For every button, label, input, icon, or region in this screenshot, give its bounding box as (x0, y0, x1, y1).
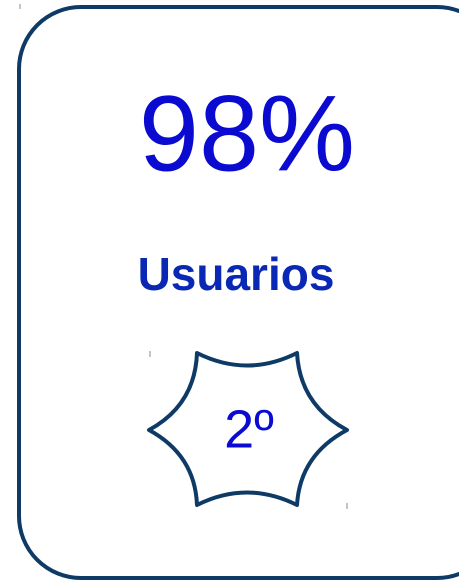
stat-value: 98% (139, 73, 355, 194)
card-border (17, 5, 459, 580)
rank-text: 2º (224, 399, 274, 459)
stat-label: Usuarios (138, 248, 335, 300)
rank-badge (147, 351, 349, 507)
